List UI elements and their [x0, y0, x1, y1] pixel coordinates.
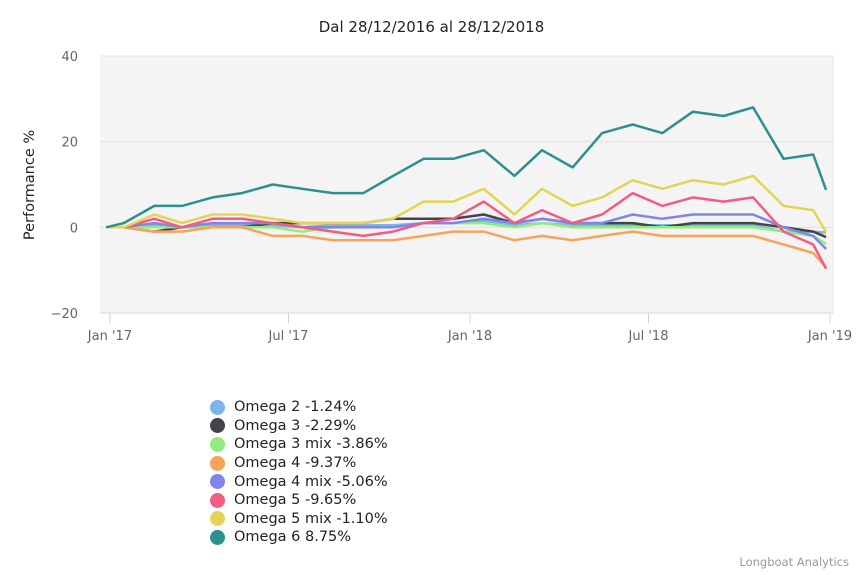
legend: Omega 2 -1.24% Omega 3 -2.29% Omega 3 mix … [210, 398, 388, 547]
legend-item[interactable]: Omega 2 -1.24% [210, 398, 388, 417]
legend-item[interactable]: Omega 5 mix -1.10% [210, 510, 388, 529]
legend-label: Omega 5 mix -1.10% [234, 510, 388, 527]
series-line-omega-6 [105, 106, 828, 229]
legend-symbol-icon [210, 492, 225, 508]
y-tick-label: 40 [61, 50, 78, 65]
legend-symbol-icon [210, 399, 225, 415]
series-line-omega-5-mix [106, 174, 828, 233]
y-tick-label: 20 [61, 136, 78, 151]
legend-symbol-icon [210, 529, 225, 545]
x-tick-label: Jan '17 [87, 329, 132, 344]
series-line-omega-4-mix [106, 213, 827, 250]
x-tick-label: Jul '17 [268, 329, 309, 344]
legend-symbol-icon [210, 474, 225, 490]
legend-label: Omega 5 -9.65% [234, 492, 357, 509]
legend-label: Omega 4 -9.37% [234, 455, 357, 472]
chart-title: Dal 28/12/2016 al 28/12/2018 [318, 18, 545, 36]
legend-label: Omega 4 mix -5.06% [234, 473, 388, 490]
legend-item[interactable]: Omega 3 -2.29% [210, 417, 388, 436]
legend-symbol-icon [210, 436, 225, 452]
legend-item[interactable]: Omega 6 8.75% [210, 528, 388, 547]
x-tick-label: Jul '18 [628, 329, 669, 344]
credits-link[interactable]: Longboat Analytics [739, 555, 849, 569]
x-tick-label: Jan '19 [807, 329, 852, 344]
legend-item[interactable]: Omega 3 mix -3.86% [210, 435, 388, 454]
legend-item[interactable]: Omega 5 -9.65% [210, 491, 388, 510]
legend-label: Omega 3 -2.29% [234, 417, 357, 434]
legend-item[interactable]: Omega 4 mix -5.06% [210, 472, 388, 491]
y-tick-label: −20 [51, 307, 78, 322]
plot-background [100, 56, 833, 313]
legend-label: Omega 2 -1.24% [234, 399, 357, 416]
legend-item[interactable]: Omega 4 -9.37% [210, 454, 388, 473]
legend-symbol-icon [210, 511, 225, 527]
line-chart: 40 20 0 −20 Jan '17 Jul '17 Jan '18 Jul '18 Jan … [22, 50, 852, 344]
x-tick-label: Jan '18 [447, 329, 492, 344]
y-axis-title: Performance % [22, 130, 38, 240]
legend-label: Omega 3 mix -3.86% [234, 436, 388, 453]
legend-symbol-icon [210, 418, 225, 434]
y-tick-label: 0 [70, 221, 78, 236]
legend-label: Omega 6 8.75% [234, 529, 352, 546]
legend-symbol-icon [210, 455, 225, 471]
series-line-omega-5 [106, 191, 828, 270]
series-line-omega-4 [106, 226, 828, 269]
